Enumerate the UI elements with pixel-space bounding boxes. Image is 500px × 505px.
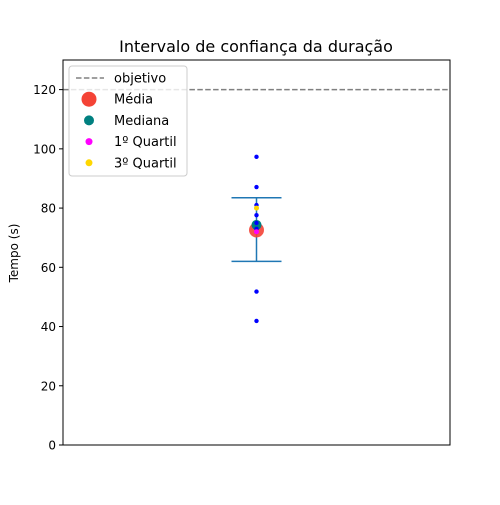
y-tick-label: 100 xyxy=(33,142,56,156)
y-tick-label: 80 xyxy=(41,202,56,216)
data-point xyxy=(254,318,259,324)
data-point xyxy=(254,220,259,226)
legend-marker xyxy=(81,91,97,107)
plot-frame xyxy=(62,59,451,446)
y-tick-label: 20 xyxy=(41,379,56,393)
q1-marker xyxy=(254,229,259,235)
q3-marker xyxy=(254,205,259,211)
legend: objetivo Média Mediana 1º Quartil 3º Quartil xyxy=(68,65,188,177)
data-point xyxy=(254,289,259,294)
y-axis-label: Tempo (s) xyxy=(7,224,21,284)
y-tick-label: 120 xyxy=(33,83,56,97)
legend-label: 1º Quartil xyxy=(114,135,177,150)
legend-box xyxy=(68,65,188,177)
data-point xyxy=(254,184,259,190)
legend-label: Mediana xyxy=(114,114,169,129)
y-tick-label: 0 xyxy=(48,439,56,453)
legend-label: 3º Quartil xyxy=(114,156,177,171)
chart-title: Intervalo de confiança da duração xyxy=(119,37,393,56)
legend-label: Média xyxy=(114,93,153,108)
data-point xyxy=(254,154,259,160)
legend-label: objetivo xyxy=(114,72,166,87)
y-tick-label: 60 xyxy=(41,261,56,275)
legend-marker xyxy=(85,138,93,146)
data-point xyxy=(254,212,259,218)
legend-marker xyxy=(84,115,94,126)
legend-marker xyxy=(85,159,93,167)
y-tick-label: 40 xyxy=(41,320,56,334)
